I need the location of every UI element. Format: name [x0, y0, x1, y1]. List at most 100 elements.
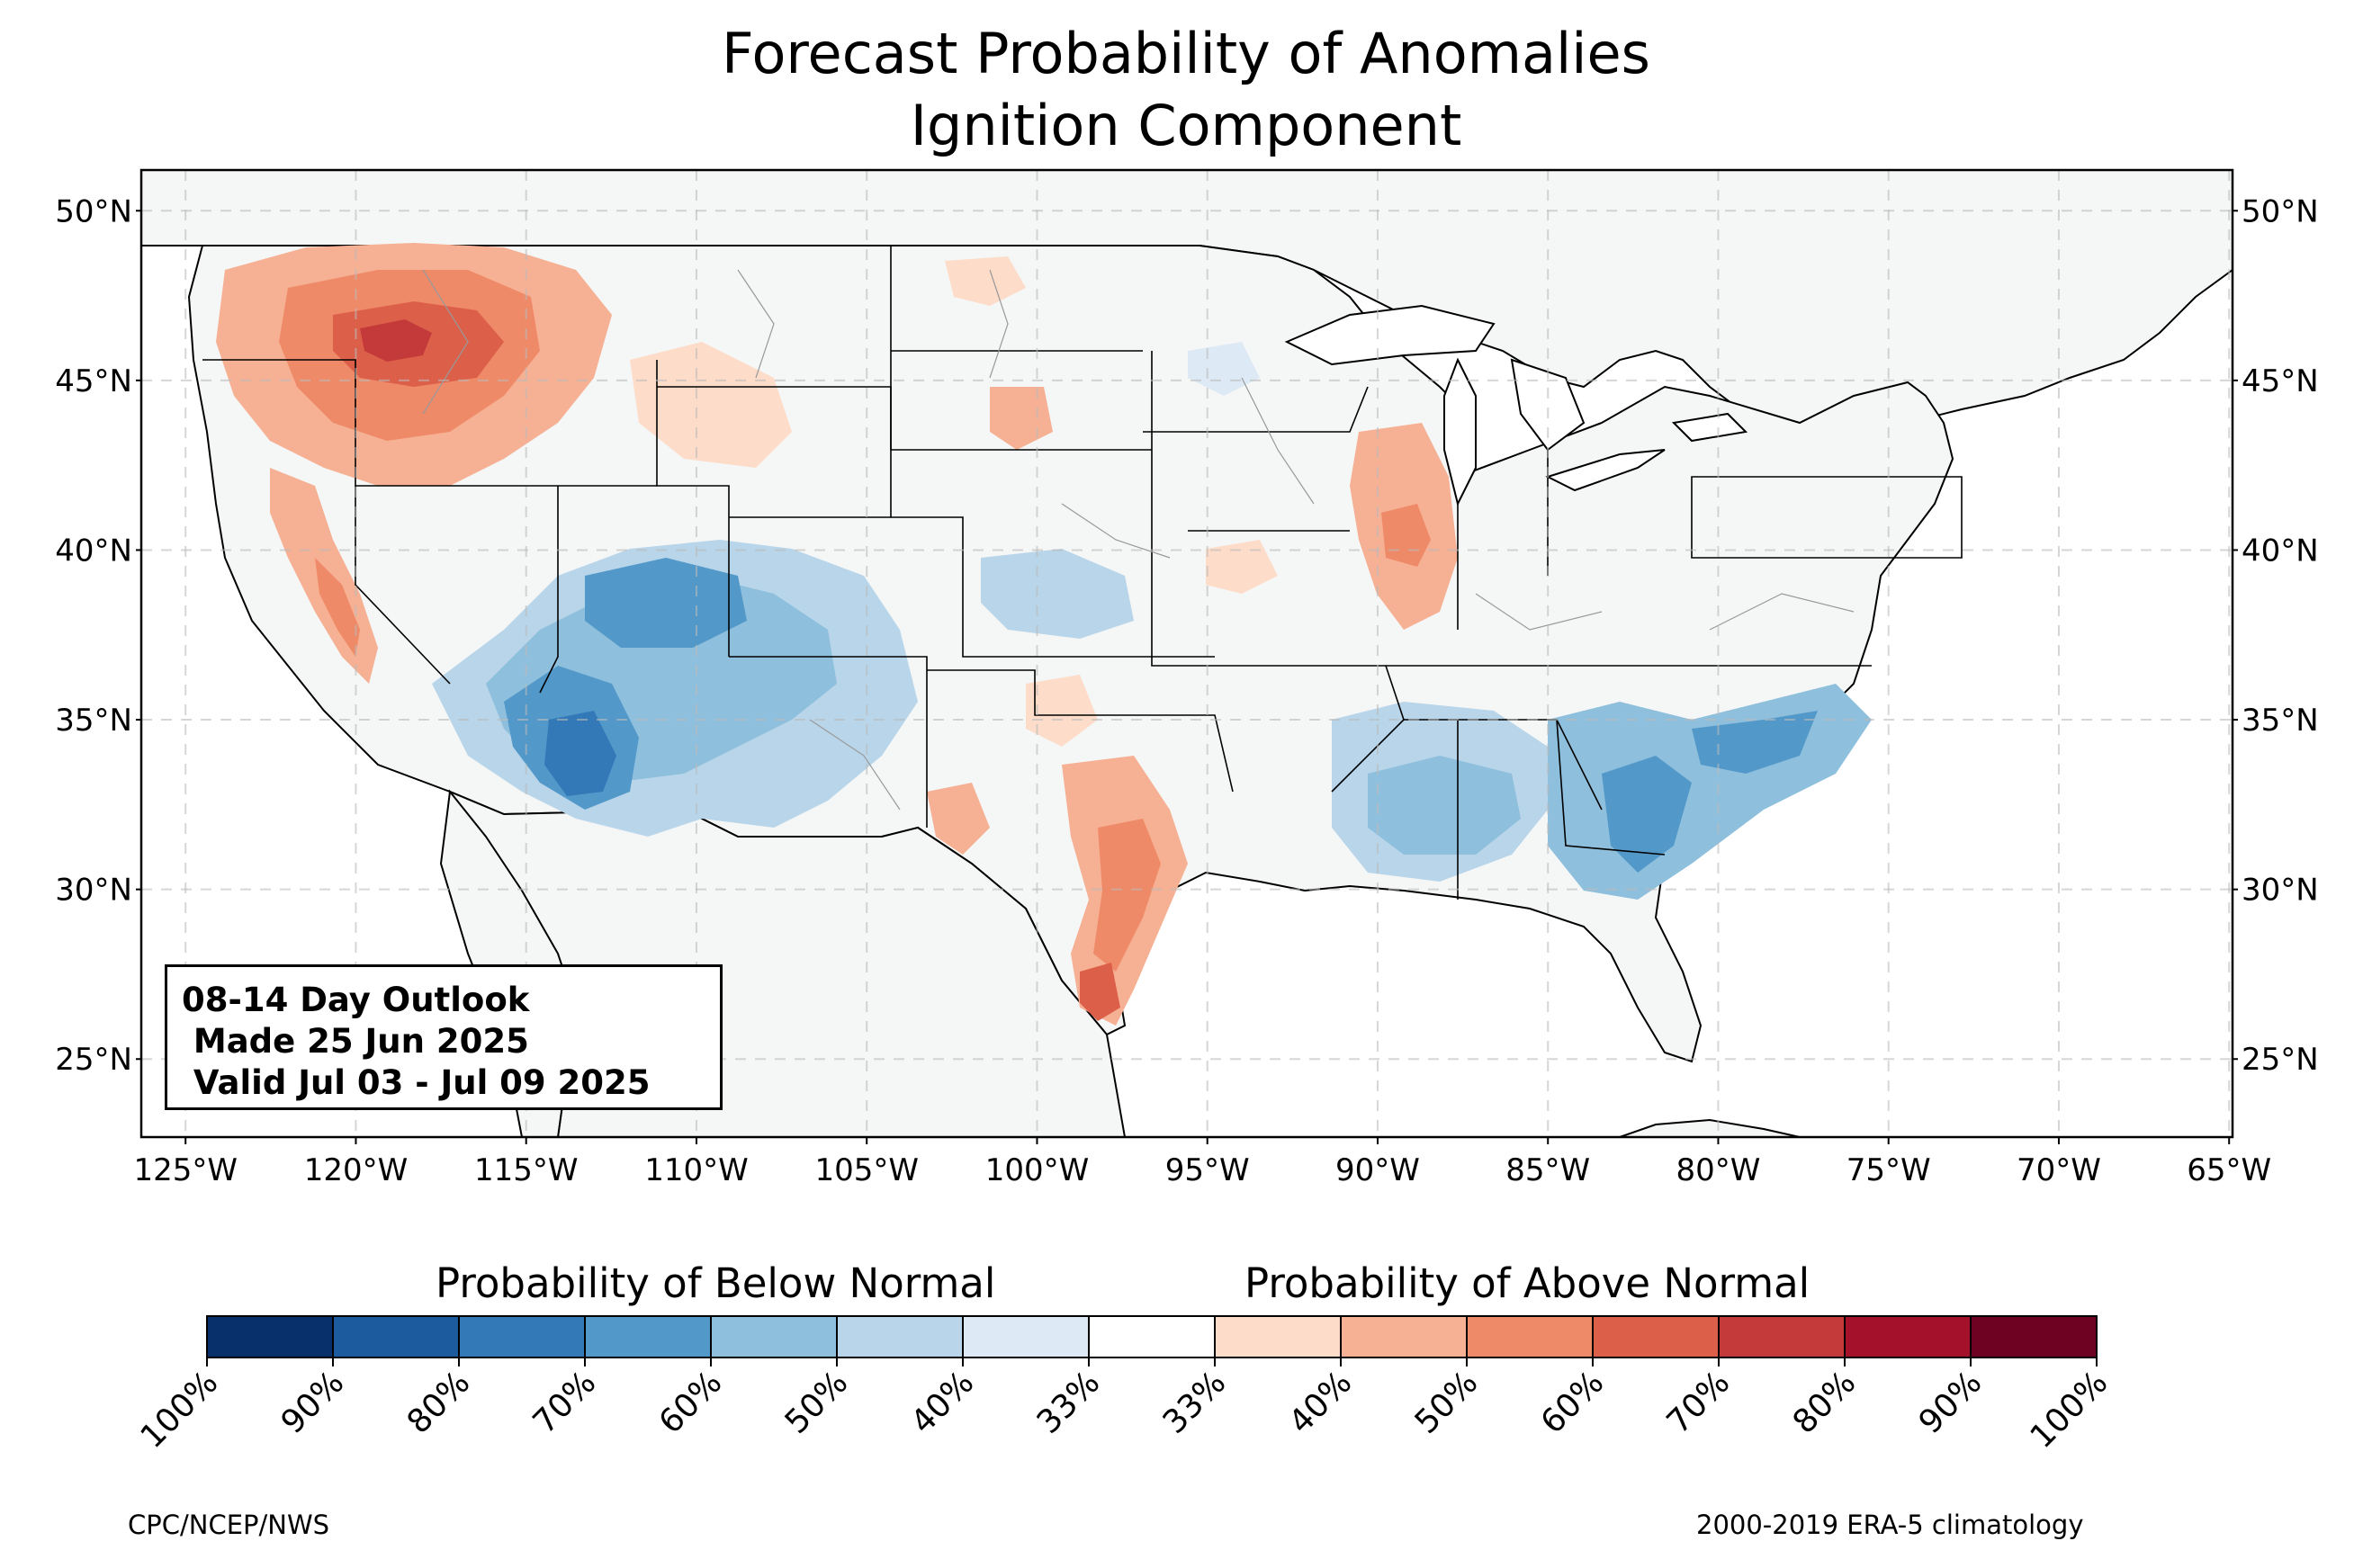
above-normal-california-core: [315, 558, 360, 657]
colorbar-tick-label: 90%: [1912, 1364, 1990, 1441]
colorbar-tick-label: 40%: [1282, 1364, 1360, 1441]
longitude-tick-label: 90°W: [1335, 1152, 1420, 1188]
canada-land: [141, 170, 2233, 461]
chart-title: Forecast Probability of Anomalies Igniti…: [0, 18, 2372, 162]
below-normal-regions: [432, 342, 1872, 900]
above-normal-south-texas-core: [1093, 819, 1161, 972]
latitude-tick-label: 45°N: [55, 363, 132, 399]
colorbar-swatch: [1719, 1316, 1846, 1357]
latitude-tick-label: 35°N: [55, 703, 132, 739]
below-normal-kansas: [981, 549, 1134, 639]
colorbar-swatch: [1467, 1316, 1594, 1357]
above-normal-west-texas: [927, 783, 990, 855]
latitude-axis-right: 50°N 45°N 40°N 35°N 30°N 25°N: [2233, 193, 2319, 1078]
below-normal-minnesota: [1188, 342, 1260, 396]
colorbar-swatch: [459, 1316, 586, 1357]
above-normal-dakotas: [945, 256, 1026, 306]
longitude-tick-label: 100°W: [985, 1152, 1090, 1188]
latitude-tick-label: 50°N: [55, 193, 132, 229]
above-normal-northern-rockies-max: [360, 319, 432, 362]
colorbar-tick-label: 90%: [274, 1364, 352, 1441]
colorbar-tick-label: 70%: [526, 1364, 604, 1441]
below-normal-colorado-plateau: [585, 558, 747, 648]
colorbar-swatch: [207, 1316, 334, 1357]
below-normal-gulf-coast-core: [1368, 756, 1521, 855]
colorbar-swatch: [585, 1316, 712, 1357]
below-normal-arizona-peak: [544, 711, 616, 796]
colorbar-tick-label: 40%: [904, 1364, 982, 1441]
colorbar-tick-label: 33%: [1030, 1364, 1108, 1441]
above-normal-missouri: [1206, 540, 1278, 594]
colorbar-swatch: [1341, 1316, 1468, 1357]
outlook-line-2: Made 25 Jun 2025: [182, 1022, 529, 1061]
below-normal-georgia-core: [1602, 756, 1692, 873]
longitude-tick-label: 65°W: [2187, 1152, 2271, 1188]
above-normal-south-texas-peak: [1080, 963, 1120, 1021]
latitude-tick-label: 25°N: [55, 1042, 132, 1078]
colorbar-swatch: [837, 1316, 964, 1357]
colorbar-swatch: [1089, 1316, 1216, 1357]
latitude-axis-left: 50°N 45°N 40°N 35°N 30°N 25°N: [55, 193, 141, 1078]
colorbar-tick-label: 60%: [1534, 1364, 1612, 1441]
colorbar-tick-label: 33%: [1156, 1364, 1234, 1441]
map-gridlines: [141, 170, 2233, 1137]
colorbar-tick-label: 50%: [778, 1364, 856, 1441]
lake-superior: [1284, 304, 1496, 366]
state-boundaries: [202, 246, 1963, 900]
latitude-tick-label: 30°N: [55, 873, 132, 909]
colorbar-swatch: [963, 1316, 1090, 1357]
longitude-tick-label: 95°W: [1165, 1152, 1250, 1188]
latitude-tick-label: 25°N: [2242, 1042, 2319, 1078]
colorbar-tick-label: 70%: [1660, 1364, 1738, 1441]
longitude-tick-label: 80°W: [1676, 1152, 1761, 1188]
colorbar-swatch: [711, 1316, 838, 1357]
colorbar-tick-label: 100%: [134, 1364, 226, 1456]
above-normal-wyoming: [630, 342, 792, 468]
lake-erie: [1545, 449, 1666, 492]
credit-agency: CPC/NCEP/NWS: [128, 1510, 330, 1540]
lake-michigan: [1443, 357, 1477, 506]
minor-boundaries: [422, 269, 1855, 811]
colorbar-tick-label: 50%: [1408, 1364, 1486, 1441]
colorbar-swatch: [1845, 1316, 1972, 1357]
latitude-tick-label: 35°N: [2242, 703, 2319, 739]
credit-climatology: 2000-2019 ERA-5 climatology: [1696, 1510, 2084, 1540]
lake-ontario: [1671, 412, 1748, 443]
longitude-tick-label: 105°W: [814, 1152, 919, 1188]
colorbar-tick-label: 60%: [652, 1364, 730, 1441]
title-line-2: Ignition Component: [910, 93, 1462, 158]
colorbar-swatch: [1593, 1316, 1720, 1357]
latitude-tick-label: 30°N: [2242, 873, 2319, 909]
colorbar-tick-label: 80%: [400, 1364, 478, 1441]
colorbar-below-label: Probability of Below Normal: [436, 1259, 996, 1307]
latitude-tick-label: 45°N: [2242, 363, 2319, 399]
latitude-tick-label: 40°N: [55, 533, 132, 569]
latitude-tick-label: 50°N: [2242, 193, 2319, 229]
colorbar-tick-label: 80%: [1786, 1364, 1864, 1441]
colorbar-swatch: [1215, 1316, 1342, 1357]
colorbar-swatch: [333, 1316, 460, 1357]
outlook-line-3: Valid Jul 03 - Jul 09 2025: [182, 1063, 651, 1102]
longitude-axis: 125°W 120°W 115°W 110°W 105°W 100°W 95°W 90°W 85…: [133, 1137, 2271, 1188]
longitude-tick-label: 125°W: [133, 1152, 238, 1188]
above-normal-illinois-core: [1381, 504, 1431, 567]
outlook-line-1: 08-14 Day Outlook: [182, 981, 530, 1019]
lake-huron: [1510, 358, 1586, 452]
longitude-tick-label: 75°W: [1846, 1152, 1931, 1188]
below-normal-carolinas: [1692, 711, 1818, 774]
latitude-tick-label: 40°N: [2242, 533, 2319, 569]
longitude-tick-label: 110°W: [644, 1152, 749, 1188]
great-lakes: [1284, 304, 1748, 506]
title-line-1: Forecast Probability of Anomalies: [722, 21, 1650, 86]
longitude-tick-label: 70°W: [2017, 1152, 2101, 1188]
cuba-land: [1619, 1118, 1801, 1137]
colorbar-above-label: Probability of Above Normal: [1244, 1259, 1810, 1307]
longitude-tick-label: 85°W: [1505, 1152, 1590, 1188]
longitude-tick-label: 115°W: [474, 1152, 579, 1188]
above-normal-oklahoma: [1026, 675, 1098, 747]
longitude-tick-label: 120°W: [304, 1152, 409, 1188]
map-frame: [139, 168, 2234, 1139]
colorbar-tick-label: 100%: [2024, 1364, 2116, 1456]
